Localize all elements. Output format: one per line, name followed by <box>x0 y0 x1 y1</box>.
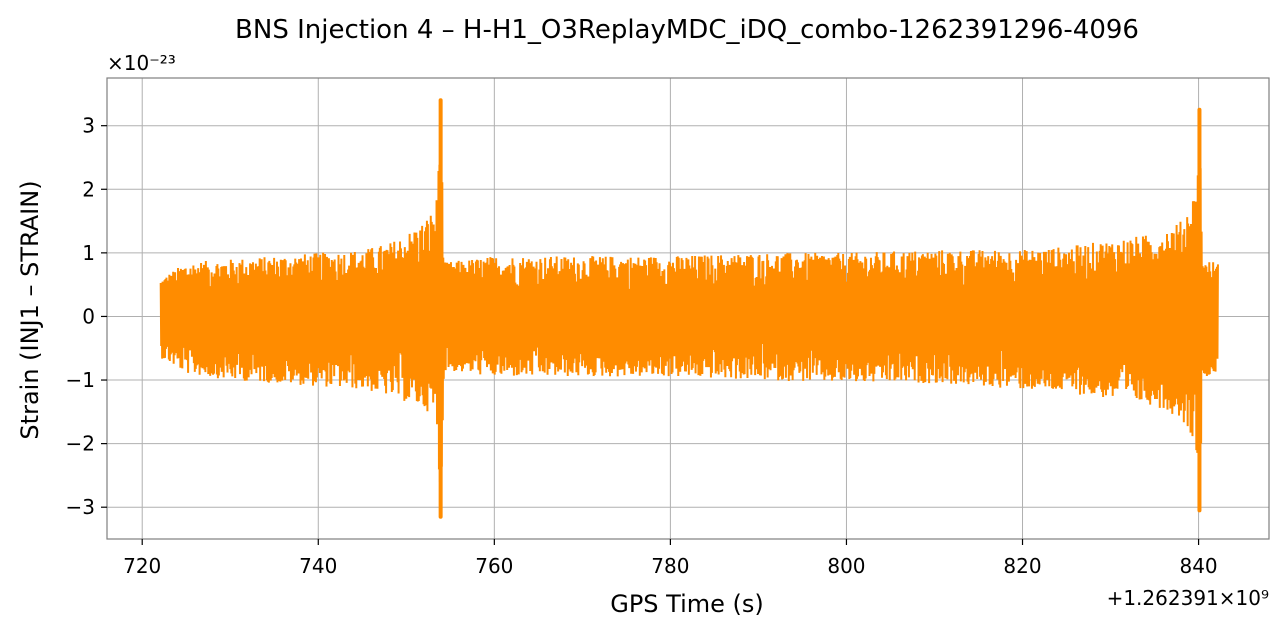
ticks: 720 740 760 780 800 820 840 −3 −2 −1 0 1 2 3 <box>66 114 1218 578</box>
y-tick-label: 3 <box>82 114 95 138</box>
x-tick-label: 800 <box>827 554 865 578</box>
x-axis-label: GPS Time (s) <box>610 590 764 618</box>
x-offset-text: +1.262391×10⁹ <box>1107 586 1269 610</box>
y-tick-label: 2 <box>82 177 95 201</box>
x-tick-label: 840 <box>1179 554 1217 578</box>
y-tick-label: 1 <box>82 241 95 265</box>
x-tick-label: 720 <box>123 554 161 578</box>
y-tick-label: 0 <box>82 304 95 328</box>
y-scale-text: ×10⁻²³ <box>107 51 176 75</box>
x-tick-label: 740 <box>299 554 337 578</box>
y-tick-label: −1 <box>66 368 95 392</box>
x-tick-label: 820 <box>1003 554 1041 578</box>
series-strain <box>159 98 1219 519</box>
strain-trace <box>159 130 1219 482</box>
chart-title: BNS Injection 4 – H-H1_O3ReplayMDC_iDQ_c… <box>235 15 1139 45</box>
x-tick-label: 760 <box>475 554 513 578</box>
y-tick-label: −2 <box>66 432 95 456</box>
y-axis-label: Strain (INJ1 – STRAIN) <box>16 180 44 439</box>
plot-frame <box>106 77 1270 540</box>
x-tick-label: 780 <box>651 554 689 578</box>
y-tick-label: −3 <box>66 495 95 519</box>
